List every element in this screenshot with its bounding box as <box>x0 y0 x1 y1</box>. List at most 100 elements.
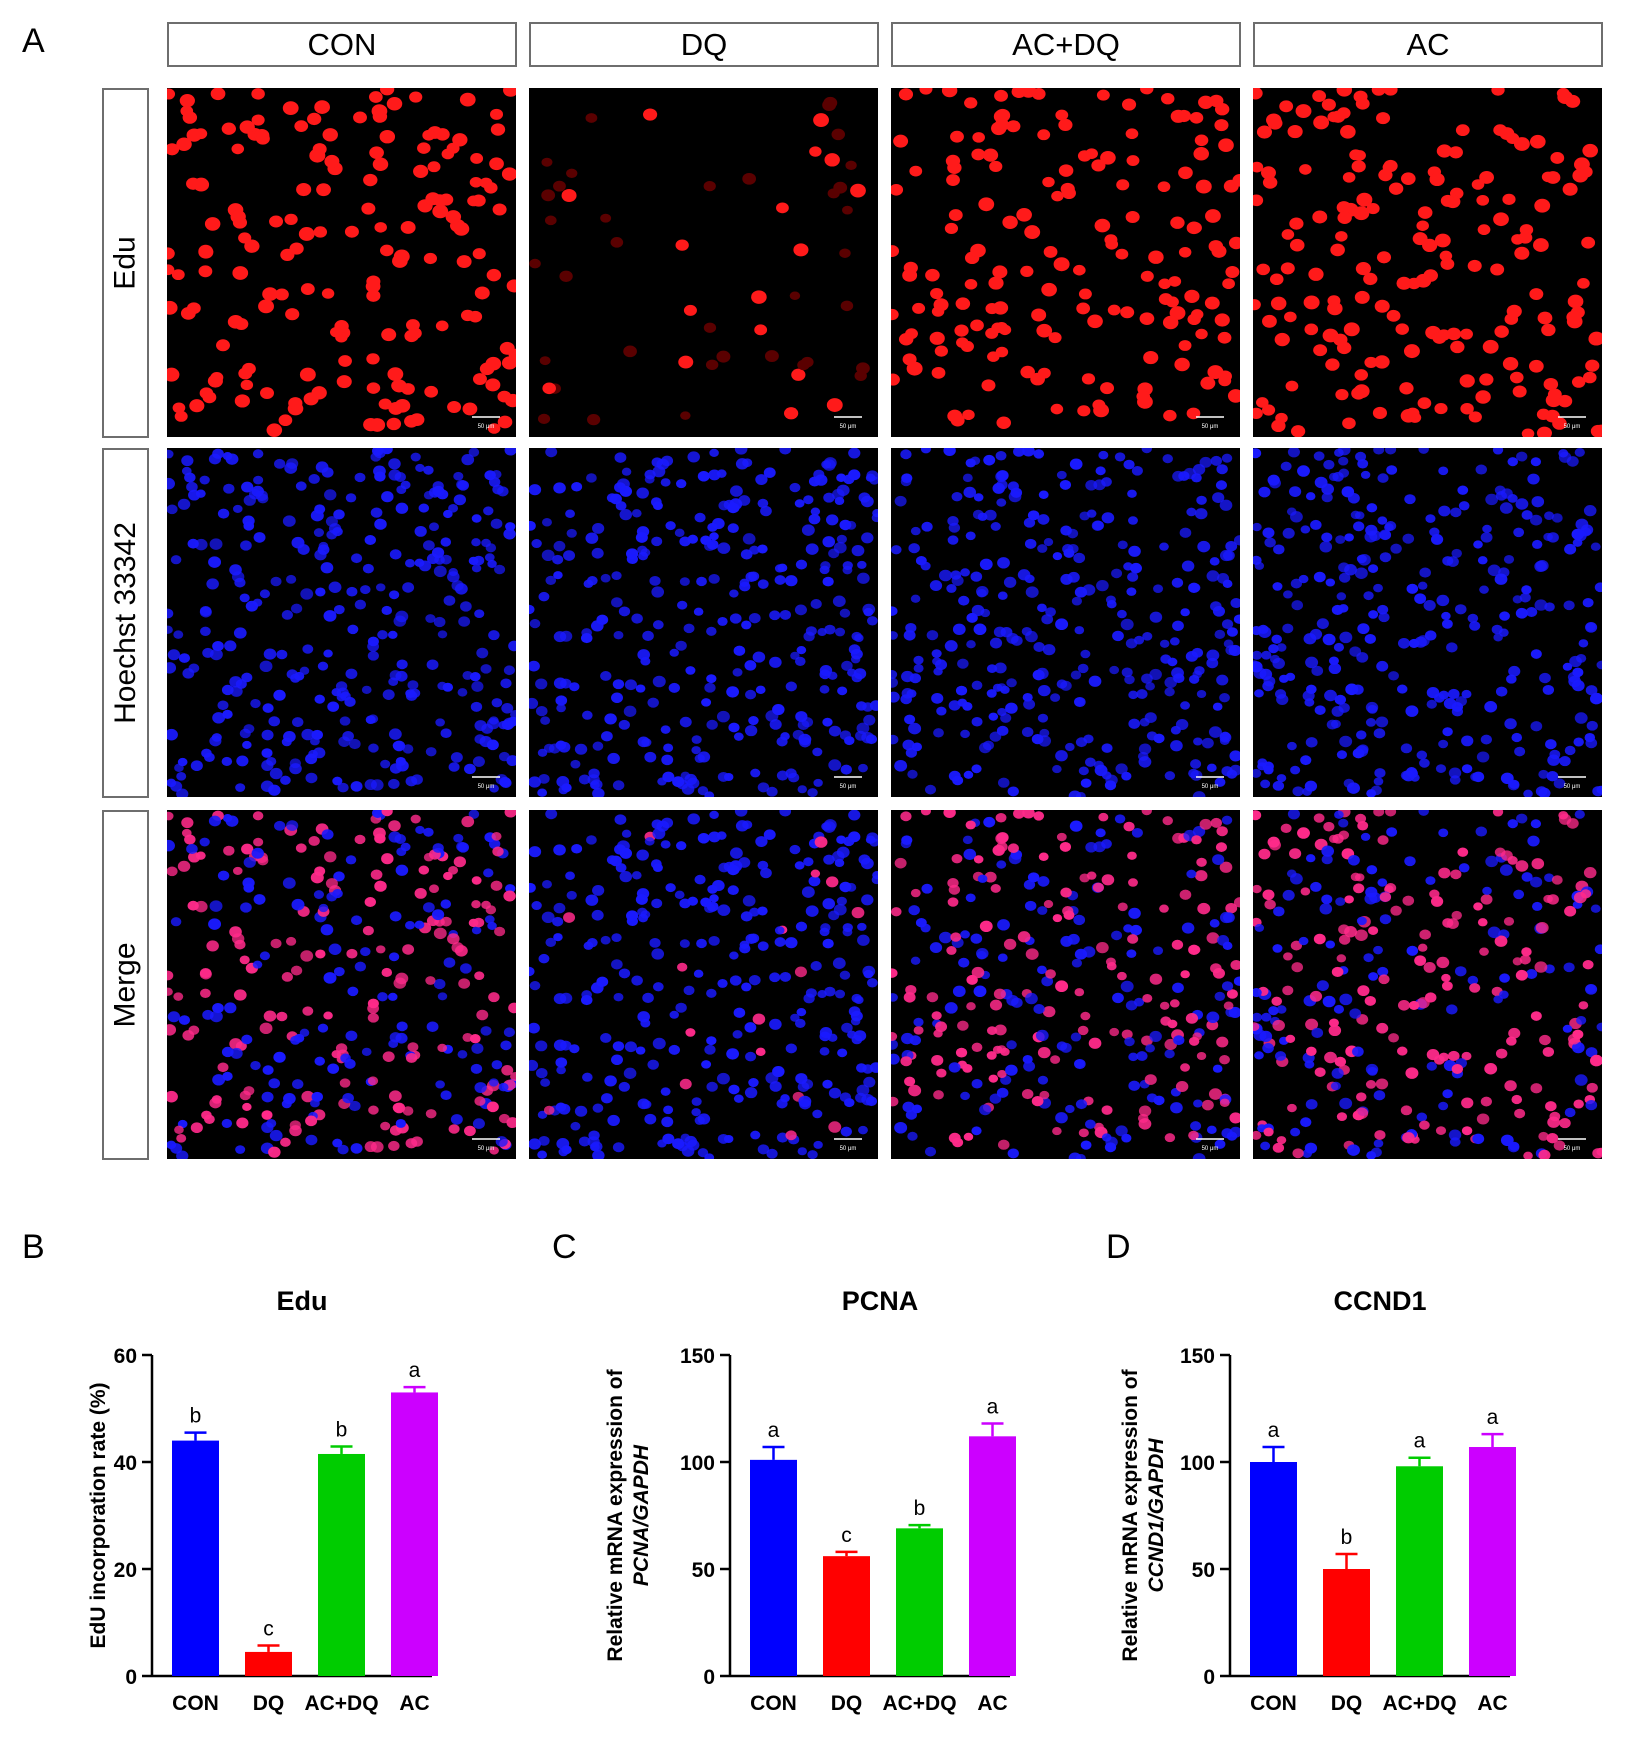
significance-letter: a <box>987 1395 999 1418</box>
micrograph-merge-ac-dq: 50 μm <box>891 810 1240 1159</box>
bar-dq <box>823 1556 870 1676</box>
y-axis-label-line1: Relative mRNA expression of <box>1119 1368 1142 1661</box>
y-tick-label: 100 <box>1180 1452 1215 1475</box>
chart-pcna: PCNA 0 50 100 150 Relative mRNA expression of… <box>560 1270 1100 1748</box>
micrograph-merge-dq: 50 μm <box>529 810 878 1159</box>
x-tick-label: DQ <box>831 1692 863 1715</box>
panel-label-c: C <box>552 1228 577 1266</box>
significance-letter: a <box>409 1359 421 1382</box>
y-axis-label-line2: CCND1/GAPDH <box>1145 1438 1168 1593</box>
chart-title: Edu <box>277 1286 328 1316</box>
y-tick-label: 0 <box>125 1666 137 1689</box>
row-label-hoechst: Hoechst 33342 <box>102 448 149 798</box>
x-tick-label: AC <box>1477 1692 1507 1715</box>
y-tick-label: 150 <box>680 1345 715 1368</box>
y-tick-label: 50 <box>1192 1559 1215 1582</box>
bar-con <box>172 1440 219 1676</box>
row-label-edu-text: Edu <box>108 236 142 290</box>
x-tick-label: AC+DQ <box>1382 1692 1456 1715</box>
y-tick-label: 50 <box>692 1559 715 1582</box>
micrograph-hoechst-con: 50 μm <box>167 448 516 797</box>
x-tick-label: DQ <box>1331 1692 1363 1715</box>
bar-ac <box>1469 1447 1516 1676</box>
panel-label-d: D <box>1106 1228 1131 1266</box>
y-tick-label: 100 <box>680 1452 715 1475</box>
scale-bar-label: 50 μm <box>1202 784 1219 790</box>
significance-letter: a <box>1414 1430 1426 1453</box>
x-tick-label: CON <box>1250 1692 1297 1715</box>
chart-title: CCND1 <box>1333 1286 1426 1316</box>
x-tick-label: AC <box>977 1692 1007 1715</box>
y-tick-label: 40 <box>114 1452 137 1475</box>
chart-pcna-svg: PCNA 0 50 100 150 Relative mRNA expression of… <box>604 1286 1016 1715</box>
scale-bar-label: 50 μm <box>1564 424 1581 430</box>
row-label-hoechst-text: Hoechst 33342 <box>108 522 142 724</box>
row-label-edu: Edu <box>102 88 149 438</box>
scale-bar-label: 50 μm <box>478 1146 495 1152</box>
scale-bar-label: 50 μm <box>478 424 495 430</box>
bar-con <box>750 1459 797 1676</box>
bar-ac <box>969 1436 1016 1676</box>
x-tick-label: AC+DQ <box>882 1692 956 1715</box>
column-header-ac-dq: AC+DQ <box>891 22 1241 67</box>
panel-label-b: B <box>22 1228 45 1266</box>
x-tick-label: AC <box>399 1692 429 1715</box>
significance-letter: b <box>190 1405 202 1428</box>
micrograph-hoechst-dq: 50 μm <box>529 448 878 797</box>
significance-letter: b <box>1341 1526 1353 1549</box>
significance-letter: c <box>841 1524 852 1547</box>
micrograph-hoechst-ac-dq: 50 μm <box>891 448 1240 797</box>
bar-ac-dq <box>1396 1466 1443 1676</box>
y-tick-label: 20 <box>114 1559 137 1582</box>
y-tick-label: 0 <box>703 1666 715 1689</box>
significance-letter: b <box>336 1418 348 1441</box>
x-tick-label: DQ <box>253 1692 285 1715</box>
micrograph-edu-ac: 50 μm <box>1253 88 1602 437</box>
scale-bar-label: 50 μm <box>478 784 495 790</box>
y-tick-label: 150 <box>1180 1345 1215 1368</box>
y-tick-label: 60 <box>114 1345 137 1368</box>
chart-edu: Edu 0 20 40 60 EdU incorporation rate (%) b CON… <box>0 1270 540 1748</box>
chart-title: PCNA <box>842 1286 919 1316</box>
micrograph-hoechst-ac: 50 μm <box>1253 448 1602 797</box>
scale-bar-label: 50 μm <box>840 784 857 790</box>
column-header-ac: AC <box>1253 22 1603 67</box>
scale-bar-label: 50 μm <box>1564 1146 1581 1152</box>
bar-dq <box>245 1651 292 1676</box>
bar-ac <box>391 1392 438 1676</box>
micrograph-edu-ac-dq: 50 μm <box>891 88 1240 437</box>
panel-label-a: A <box>22 22 45 60</box>
column-header-dq: DQ <box>529 22 879 67</box>
micrograph-edu-con: 50 μm <box>167 88 516 437</box>
y-axis-label-line2: PCNA/GAPDH <box>630 1444 653 1586</box>
y-axis-label: EdU incorporation rate (%) <box>87 1382 110 1648</box>
scale-bar-label: 50 μm <box>840 1146 857 1152</box>
column-header-con: CON <box>167 22 517 67</box>
micrograph-edu-dq: 50 μm <box>529 88 878 437</box>
significance-letter: a <box>1268 1419 1280 1442</box>
x-tick-label: CON <box>750 1692 797 1715</box>
bar-ac-dq <box>318 1453 365 1676</box>
y-tick-label: 0 <box>1203 1666 1215 1689</box>
row-label-merge-text: Merge <box>108 942 142 1028</box>
scale-bar-label: 50 μm <box>1564 784 1581 790</box>
scale-bar-label: 50 μm <box>1202 424 1219 430</box>
chart-ccnd1: CCND1 0 50 100 150 Relative mRNA expression o… <box>1119 1270 1630 1748</box>
bar-con <box>1250 1462 1297 1676</box>
x-tick-label: AC+DQ <box>304 1692 378 1715</box>
significance-letter: c <box>263 1618 274 1641</box>
significance-letter: b <box>914 1497 926 1520</box>
micrograph-merge-ac: 50 μm <box>1253 810 1602 1159</box>
significance-letter: a <box>1487 1406 1499 1429</box>
scale-bar-label: 50 μm <box>1202 1146 1219 1152</box>
significance-letter: a <box>768 1419 780 1442</box>
bar-ac-dq <box>896 1528 943 1676</box>
chart-ccnd1-svg: CCND1 0 50 100 150 Relative mRNA expression o… <box>1119 1286 1516 1715</box>
scale-bar-label: 50 μm <box>840 424 857 430</box>
bar-dq <box>1323 1569 1370 1676</box>
micrograph-merge-con: 50 μm <box>167 810 516 1159</box>
row-label-merge: Merge <box>102 810 149 1160</box>
y-axis-label-line1: Relative mRNA expression of <box>604 1368 627 1661</box>
x-tick-label: CON <box>172 1692 219 1715</box>
